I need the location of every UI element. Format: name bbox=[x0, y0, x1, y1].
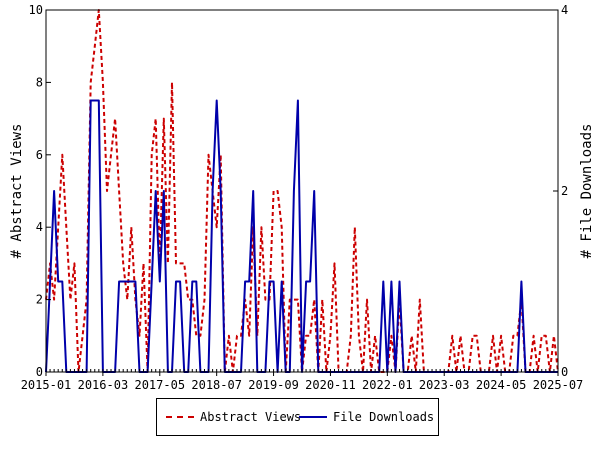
legend-swatch-file-downloads bbox=[299, 416, 327, 418]
legend-entry-file-downloads: File Downloads bbox=[299, 410, 434, 424]
x-tick-label: 2020-11 bbox=[305, 378, 356, 392]
legend: Abstract Views File Downloads bbox=[156, 398, 439, 436]
y-axis-label: # Abstract Views bbox=[9, 124, 25, 259]
y-tick-label: 6 bbox=[36, 148, 43, 162]
y2-tick-label: 2 bbox=[561, 184, 568, 198]
y2-axis-label: # File Downloads bbox=[579, 124, 595, 259]
legend-entry-abstract-views: Abstract Views bbox=[166, 410, 301, 424]
y-tick-label: 2 bbox=[36, 293, 43, 307]
x-tick-label: 2019-09 bbox=[248, 378, 299, 392]
x-tick-label: 2024-05 bbox=[476, 378, 527, 392]
x-tick-label: 2022-01 bbox=[362, 378, 413, 392]
legend-swatch-abstract-views bbox=[166, 416, 194, 418]
series-line-file-downloads bbox=[45, 99, 558, 373]
y2-tick-label: 4 bbox=[561, 3, 568, 17]
y2-tick-label: 0 bbox=[561, 365, 568, 379]
x-tick-label: 2017-05 bbox=[134, 378, 185, 392]
y-tick-label: 8 bbox=[36, 75, 43, 89]
axes-layer: 2015-01 2016-03 2017-05 2018-07 2019-09 2020-… bbox=[9, 3, 595, 392]
y-tick-label: 4 bbox=[36, 220, 43, 234]
legend-label-abstract-views: Abstract Views bbox=[200, 410, 302, 424]
x-tick-label: 2016-03 bbox=[78, 378, 129, 392]
y-tick-label: 0 bbox=[36, 365, 43, 379]
legend-label-file-downloads: File Downloads bbox=[333, 410, 435, 424]
x-tick-label: 2018-07 bbox=[191, 378, 242, 392]
x-tick-label: 2023-03 bbox=[419, 378, 470, 392]
x-tick-label: 2015-01 bbox=[21, 378, 72, 392]
x-tick-label: 2025-07 bbox=[533, 378, 584, 392]
y-tick-label: 10 bbox=[29, 3, 43, 17]
series-layer bbox=[45, 9, 559, 373]
